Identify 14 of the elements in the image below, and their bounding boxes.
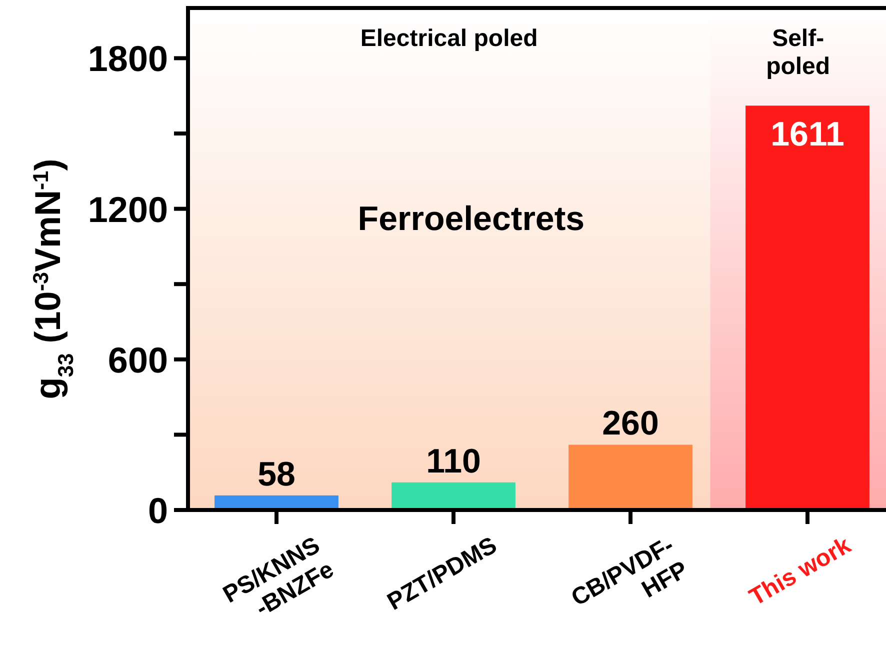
band-label: Electrical poled xyxy=(360,25,538,52)
band-label: Self- poled xyxy=(766,25,830,80)
data-label: 58 xyxy=(258,455,296,494)
data-label: 260 xyxy=(602,404,659,443)
x-tick-label: This work xyxy=(744,531,856,612)
data-label: 1611 xyxy=(770,116,844,154)
data-label: 110 xyxy=(426,442,481,480)
bar xyxy=(392,482,516,510)
y-tick-label: 0 xyxy=(148,490,168,531)
y-tick-label: 1200 xyxy=(88,188,168,230)
y-tick-label: 1800 xyxy=(88,38,168,80)
bar xyxy=(568,444,692,510)
annotation: Ferroelectrets xyxy=(358,200,585,238)
y-tick-label: 600 xyxy=(108,339,168,380)
